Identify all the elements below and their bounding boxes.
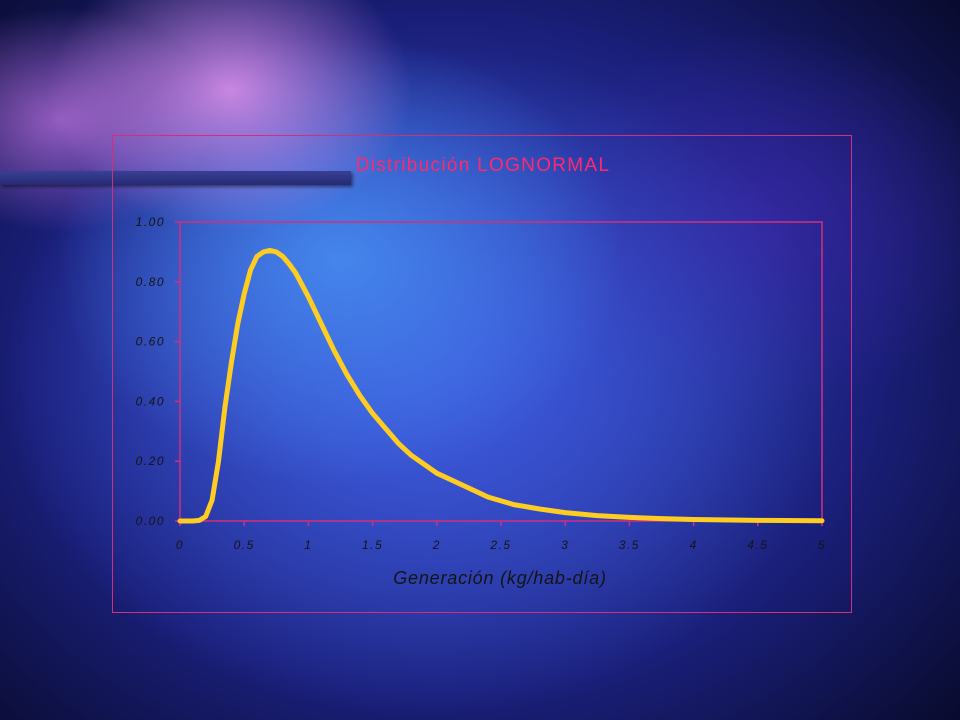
- plot-area: [179, 221, 823, 522]
- decorative-bar: [0, 171, 351, 185]
- x-tick-label: 1: [304, 538, 312, 552]
- x-tick-label: 5: [818, 538, 826, 552]
- chart-title: Distribución LOGNORMAL: [356, 155, 611, 176]
- y-axis: 0.00 0.20 0.40 0.60 0.80 1.00: [136, 215, 180, 528]
- y-tick-label: 0.60: [136, 335, 165, 349]
- x-axis: 0 0.5 1 1.5 2 2.5 3 3.5 4 4.5 5: [176, 521, 826, 552]
- y-tick-label: 0.20: [136, 454, 165, 468]
- y-tick-label: 0.00: [136, 514, 165, 528]
- x-tick-label: 0: [176, 538, 184, 552]
- y-tick-label: 0.80: [136, 275, 165, 289]
- x-tick-label: 4.5: [747, 538, 768, 552]
- x-tick-label: 3: [561, 538, 569, 552]
- x-tick-label: 1.5: [362, 538, 383, 552]
- chart-frame: [112, 135, 852, 613]
- x-tick-label: 2: [432, 538, 441, 552]
- series-line-lognormal: [177, 247, 825, 524]
- x-axis-label: Generación (kg/hab-día): [393, 568, 607, 588]
- x-tick-label: 0.5: [234, 538, 255, 552]
- x-tick-label: 4: [690, 538, 698, 552]
- y-tick-label: 1.00: [136, 215, 165, 229]
- x-tick-label: 3.5: [619, 538, 640, 552]
- x-tick-label: 2.5: [489, 538, 511, 552]
- y-tick-label: 0.40: [136, 394, 165, 408]
